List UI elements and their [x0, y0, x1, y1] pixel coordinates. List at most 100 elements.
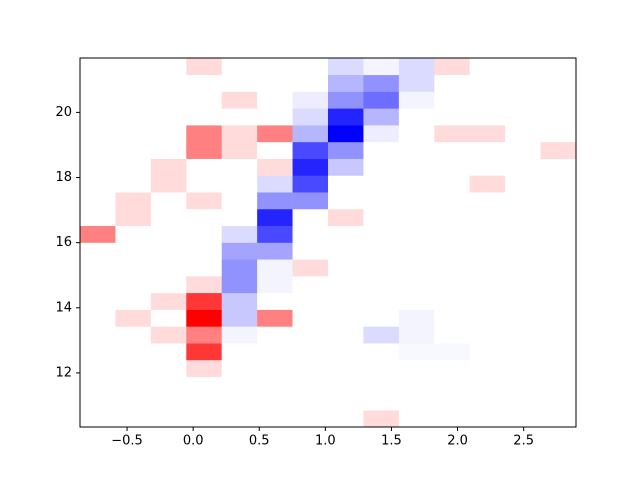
heat-cell	[80, 242, 116, 260]
heat-cell	[186, 91, 223, 109]
heat-cell	[469, 91, 506, 109]
heat-cell	[434, 326, 471, 344]
heat-cell	[186, 225, 223, 243]
heat-cell	[398, 225, 435, 243]
heat-cell	[469, 292, 506, 310]
heat-cell	[221, 393, 258, 411]
heat-cell	[434, 225, 471, 243]
y-tick-label: 18	[55, 170, 72, 185]
heat-cell	[505, 74, 541, 92]
heat-cell	[540, 125, 577, 143]
heat-cell	[221, 410, 258, 428]
heat-cell	[469, 376, 506, 394]
heat-cell	[150, 192, 187, 210]
heat-cell	[363, 74, 400, 92]
heat-cell	[257, 276, 293, 294]
heat-cell	[328, 242, 364, 260]
heat-cell	[221, 192, 258, 210]
heat-cell	[292, 276, 329, 294]
heat-cell	[540, 58, 577, 76]
heat-cell	[398, 393, 435, 411]
heat-cell	[150, 225, 187, 243]
heat-cell	[257, 141, 293, 159]
heat-cell	[257, 108, 293, 126]
heat-cell	[257, 326, 293, 344]
x-tick-label: 2.0	[447, 434, 468, 449]
heat-cell	[257, 91, 293, 109]
heat-cell	[363, 276, 400, 294]
heat-cell	[150, 175, 187, 193]
heat-cell	[505, 108, 541, 126]
heat-cell	[540, 309, 577, 327]
heat-cell	[434, 292, 471, 310]
heat-cell	[469, 242, 506, 260]
heat-cell	[363, 208, 400, 227]
heat-cell	[398, 141, 435, 159]
heat-cell	[186, 192, 223, 210]
heat-cell	[540, 225, 577, 243]
heat-cell	[398, 158, 435, 176]
heat-cell	[80, 343, 116, 361]
heat-cell	[540, 175, 577, 193]
heat-cell	[505, 175, 541, 193]
heat-cell	[469, 108, 506, 126]
heat-cell	[186, 343, 223, 361]
heat-cell	[398, 192, 435, 210]
heat-cell	[221, 225, 258, 243]
heat-cell	[150, 208, 187, 227]
heat-cell	[150, 326, 187, 344]
heat-cell	[434, 91, 471, 109]
heat-cell	[115, 125, 152, 143]
heat-cell	[505, 276, 541, 294]
heat-cell	[115, 393, 152, 411]
heat-cell	[221, 292, 258, 310]
heat-cell	[328, 175, 364, 193]
heat-cell	[150, 259, 187, 277]
heat-cell	[292, 393, 329, 411]
heat-cell	[505, 141, 541, 159]
heat-cell	[505, 393, 541, 411]
heat-cell	[469, 141, 506, 159]
heat-cell	[80, 225, 116, 243]
heat-cell	[434, 376, 471, 394]
heat-cell	[80, 359, 116, 377]
heat-cell	[257, 359, 293, 377]
heat-cell	[434, 74, 471, 92]
heat-cell	[186, 376, 223, 394]
heat-cell	[221, 242, 258, 260]
heat-cell	[398, 175, 435, 193]
heat-cell	[328, 125, 364, 143]
heat-cell	[257, 343, 293, 361]
heat-cell	[540, 393, 577, 411]
heat-cell	[434, 108, 471, 126]
heat-cell	[328, 376, 364, 394]
heat-cell	[115, 208, 152, 227]
heat-cell	[115, 242, 152, 260]
heat-cell	[505, 343, 541, 361]
heat-cell	[398, 326, 435, 344]
heat-cell	[363, 376, 400, 394]
heat-cell	[434, 192, 471, 210]
heat-cell	[505, 359, 541, 377]
heat-cell	[505, 208, 541, 227]
heat-cell	[363, 141, 400, 159]
heat-cell	[150, 74, 187, 92]
heat-cell	[540, 242, 577, 260]
heat-cell	[80, 393, 116, 411]
heat-cell	[540, 74, 577, 92]
heat-cell	[434, 158, 471, 176]
heat-cell	[186, 74, 223, 92]
heat-cell	[221, 259, 258, 277]
heat-cell	[80, 376, 116, 394]
heat-cell	[292, 74, 329, 92]
heat-cell	[505, 326, 541, 344]
heat-cell	[221, 326, 258, 344]
heat-cell	[186, 208, 223, 227]
heat-cell	[328, 326, 364, 344]
heat-cell	[363, 158, 400, 176]
heat-cell	[540, 108, 577, 126]
heat-cell	[115, 158, 152, 176]
heat-cell	[292, 259, 329, 277]
heat-cell	[469, 276, 506, 294]
